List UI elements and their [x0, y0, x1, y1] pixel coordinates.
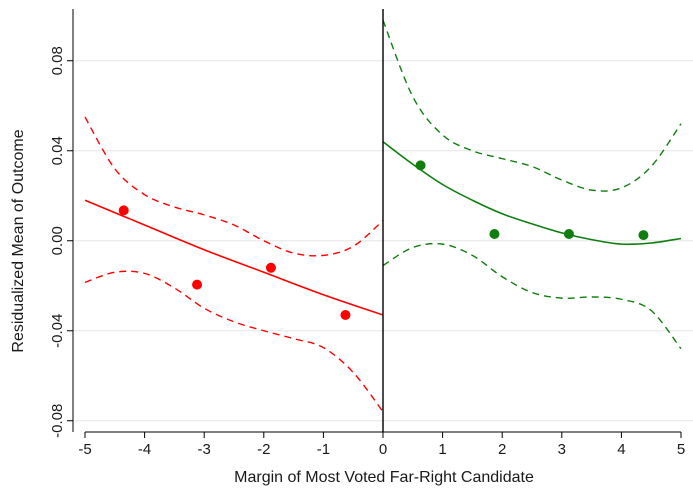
y-tick-label: 0.04	[49, 136, 66, 165]
x-tick-label: 2	[498, 441, 506, 458]
x-tick-label: 3	[558, 441, 566, 458]
right-fit-line	[382, 141, 682, 246]
x-tick-label: 0	[379, 441, 387, 458]
left-ci-upper	[84, 116, 384, 257]
right-bin-point	[563, 229, 574, 239]
right-ci-lower	[382, 242, 682, 350]
left-ci-lower	[84, 270, 384, 413]
x-tick-label: -5	[78, 441, 91, 458]
left-bin-point	[340, 310, 351, 320]
left-fit-line	[84, 199, 384, 316]
right-bin-point	[415, 160, 426, 171]
x-tick-label: -2	[257, 441, 270, 458]
x-tick-label: 1	[438, 441, 446, 458]
x-tick-label: -3	[198, 441, 211, 458]
x-tick-label: -1	[317, 441, 330, 458]
right-bin-point	[489, 229, 500, 239]
right-ci-upper	[382, 19, 682, 192]
left-bin-point	[192, 279, 203, 290]
x-tick-label: -4	[138, 441, 151, 458]
x-tick-label: 5	[677, 441, 685, 458]
y-axis-title: Residualized Mean of Outcome	[10, 129, 27, 352]
left-bin-point	[118, 205, 129, 216]
x-axis-title: Margin of Most Voted Far-Right Candidate	[234, 469, 534, 486]
binned-points	[118, 160, 649, 320]
y-tick-label: -0.04	[49, 314, 66, 348]
axes: -0.08 -0.04 0.00 0.04 0.08 -5 -4 -3 -2 -1 0 1 2 3 4 5	[49, 9, 685, 458]
x-tick-label: 4	[617, 441, 625, 458]
left-bin-point	[265, 262, 276, 273]
right-bin-point	[638, 230, 649, 241]
y-tick-label: -0.08	[49, 404, 66, 438]
y-tick-label: 0.00	[49, 226, 66, 255]
y-tick-label: 0.08	[49, 46, 66, 75]
fit-lines	[84, 19, 682, 413]
